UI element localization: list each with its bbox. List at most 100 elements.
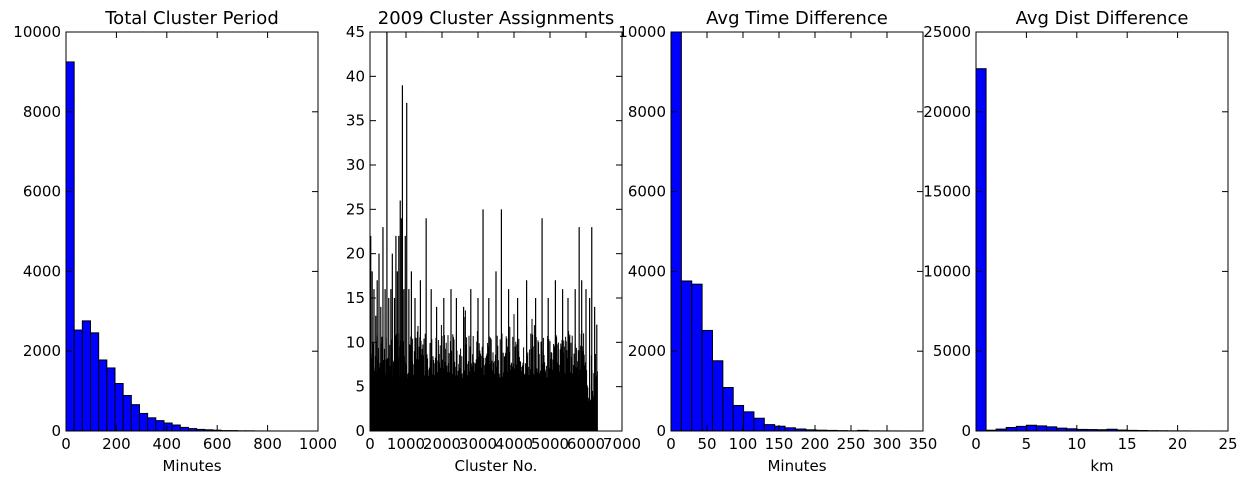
histogram-bar — [89, 332, 100, 432]
chart-title: 2009 Cluster Assignments — [378, 8, 615, 29]
y-tick-label: 4000 — [23, 262, 61, 280]
x-tick-label: 0 — [666, 435, 676, 453]
x-axis: 0 5 10 15 20 25 — [971, 32, 1238, 453]
y-tick-label: 6000 — [23, 183, 61, 201]
histogram-bar — [163, 422, 173, 432]
x-tick-label: 0 — [971, 435, 981, 453]
histogram-bar — [179, 426, 189, 432]
histogram-bar — [65, 61, 75, 432]
histogram-bar — [753, 417, 765, 432]
bars — [65, 61, 279, 432]
y-tick-label: 0 — [51, 422, 61, 440]
axes-frame — [65, 31, 319, 432]
histogram-bar — [1015, 425, 1027, 432]
histogram-bar — [147, 417, 157, 432]
histogram-bar — [1025, 424, 1037, 432]
y-axis: 0 2000 4000 6000 8000 10000 — [13, 23, 318, 440]
x-tick-label: 250 — [837, 435, 866, 453]
chart-panel-4: 0 5 10 15 20 25 0 5000 10000 15000 20000 25000 Avg D… — [923, 8, 1237, 475]
x-tick-label: 400 — [152, 435, 181, 453]
x-tick-label: 150 — [765, 435, 794, 453]
histogram-bar — [774, 425, 786, 432]
histogram-bar — [732, 404, 745, 432]
y-tick-label: 10 — [346, 333, 365, 351]
histogram-bar — [106, 367, 116, 432]
x-axis-label: km — [1090, 457, 1113, 475]
y-tick-label: 10000 — [618, 23, 666, 41]
y-tick-label: 20 — [346, 245, 365, 263]
x-tick-label: 25 — [1218, 435, 1237, 453]
y-tick-label: 10000 — [13, 23, 61, 41]
x-tick-label: 600 — [203, 435, 232, 453]
y-tick-label: 15 — [346, 289, 365, 307]
chart-title: Avg Time Difference — [706, 8, 888, 29]
y-axis: 0 5 10 15 20 25 30 35 40 45 — [346, 23, 622, 440]
y-tick-label: 25000 — [923, 23, 971, 41]
axes-frame — [975, 31, 1229, 432]
x-axis-label: Minutes — [162, 457, 221, 475]
chart-panel-1: 0 200 400 600 800 10000200040006000800010000T… — [13, 8, 337, 475]
x-tick-label: 20 — [1168, 435, 1187, 453]
x-tick-label: 5000 — [531, 435, 569, 453]
y-axis: 0 5000 10000 15000 20000 25000 — [923, 23, 1228, 440]
histogram-bar — [138, 412, 149, 432]
histogram-bar — [81, 320, 91, 432]
x-tick-label: 50 — [697, 435, 716, 453]
x-tick-label: 200 — [102, 435, 131, 453]
x-axis-label: Cluster No. — [455, 457, 538, 475]
y-tick-label: 5000 — [933, 342, 971, 360]
x-tick-label: 3000 — [459, 435, 497, 453]
y-tick-label: 15000 — [923, 183, 971, 201]
y-tick-label: 4000 — [628, 262, 666, 280]
y-tick-label: 8000 — [23, 103, 61, 121]
y-tick-label: 0 — [961, 422, 971, 440]
histogram-bar — [691, 283, 703, 432]
y-tick-label: 20000 — [923, 103, 971, 121]
y-tick-label: 2000 — [628, 342, 666, 360]
bars — [369, 32, 598, 431]
bars — [975, 68, 1229, 432]
histogram-bar — [155, 420, 165, 432]
x-tick-label: 10 — [1067, 435, 1086, 453]
y-tick-label: 45 — [346, 23, 365, 41]
chart-panel-3: 0 50 100 150 200 250 300 350 0 2000 4000 6000 8000 10… — [618, 8, 937, 475]
histogram-bar — [711, 360, 724, 432]
x-tick-label: 300 — [873, 435, 902, 453]
y-tick-label: 8000 — [628, 103, 666, 121]
axes-frame — [670, 31, 924, 432]
chart-title: Total Cluster Period — [104, 8, 279, 29]
x-tick-label: 0 — [61, 435, 71, 453]
y-tick-label: 25 — [346, 200, 365, 218]
y-tick-label: 5 — [355, 378, 365, 396]
x-tick-label: 200 — [801, 435, 830, 453]
bars — [670, 31, 921, 432]
histogram-bar — [1005, 426, 1017, 432]
histogram-bar — [130, 404, 140, 432]
x-axis-label: Minutes — [767, 457, 826, 475]
x-tick-label: 0 — [365, 435, 375, 453]
x-tick-label: 100 — [729, 435, 758, 453]
histogram-bar — [722, 387, 734, 432]
y-tick-label: 40 — [346, 67, 365, 85]
histogram-bar — [114, 383, 124, 432]
x-tick-label: 800 — [253, 435, 282, 453]
histogram-bar — [763, 424, 776, 432]
histogram-bar — [975, 68, 987, 432]
x-tick-label: 2000 — [423, 435, 461, 453]
x-tick-label: 350 — [909, 435, 938, 453]
x-tick-label: 15 — [1118, 435, 1137, 453]
x-tick-label: 1000 — [387, 435, 425, 453]
y-tick-label: 0 — [656, 422, 666, 440]
histogram-bar — [670, 31, 682, 432]
chart-title: Avg Dist Difference — [1016, 8, 1189, 29]
x-axis: 0 200 400 600 800 1000 — [61, 32, 337, 453]
y-tick-label: 6000 — [628, 183, 666, 201]
x-axis: 0 50 100 150 200 250 300 350 — [666, 32, 937, 453]
y-axis: 0 2000 4000 6000 8000 10000 — [618, 23, 923, 440]
y-tick-label: 35 — [346, 112, 365, 130]
histogram-bar — [680, 280, 693, 432]
histogram-bar — [73, 329, 83, 432]
